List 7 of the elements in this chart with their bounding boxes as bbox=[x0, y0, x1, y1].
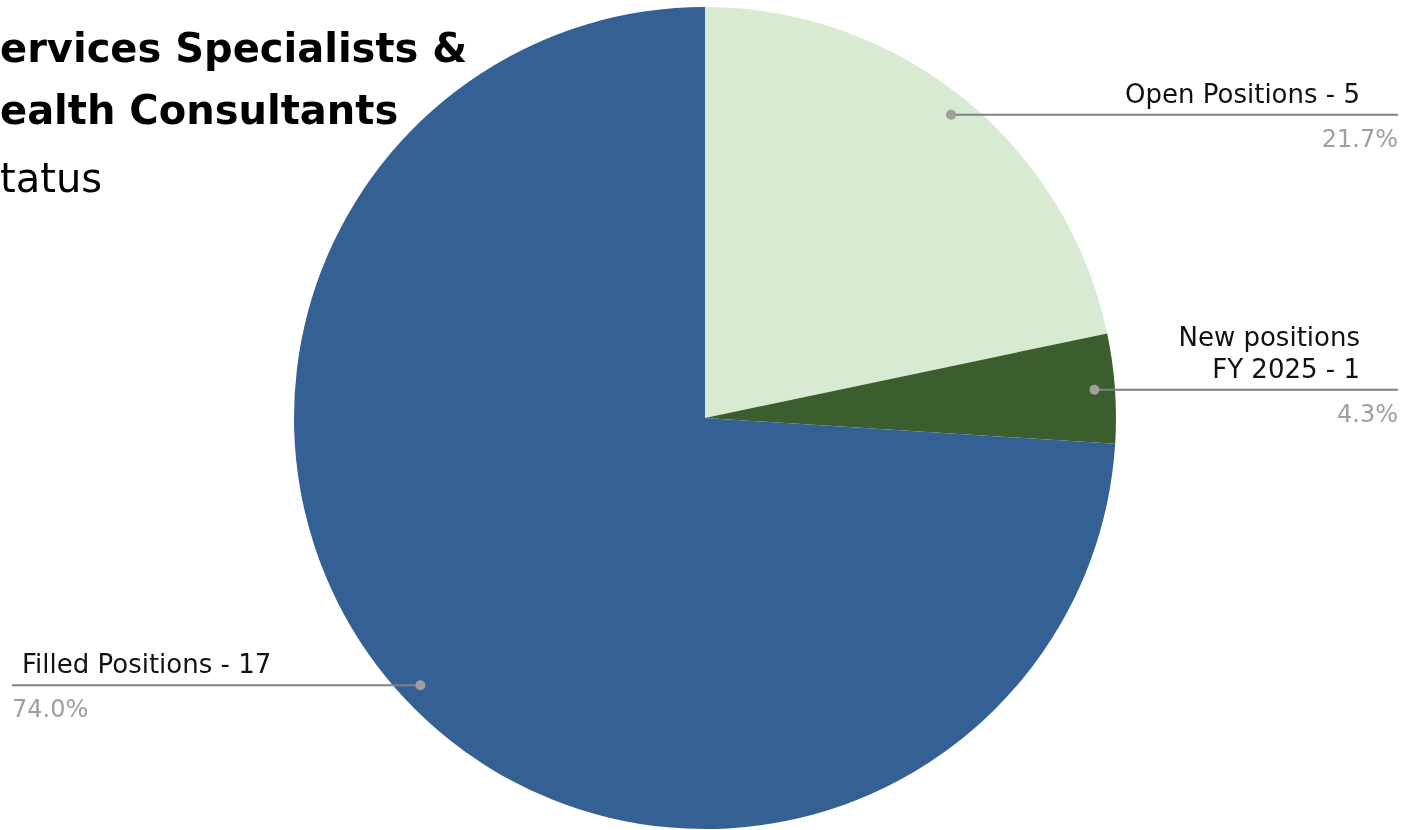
data-label: 4.3% bbox=[1337, 399, 1398, 428]
slice-label: New positions FY 2025 - 1 bbox=[1178, 321, 1360, 384]
slice-label: Open Positions - 5 bbox=[1125, 78, 1360, 109]
text: tatus bbox=[0, 155, 103, 201]
slice-label: Filled Positions - 17 bbox=[22, 649, 272, 680]
data-label: 74.0% bbox=[12, 695, 89, 724]
data-label: 21.7% bbox=[1321, 124, 1398, 153]
